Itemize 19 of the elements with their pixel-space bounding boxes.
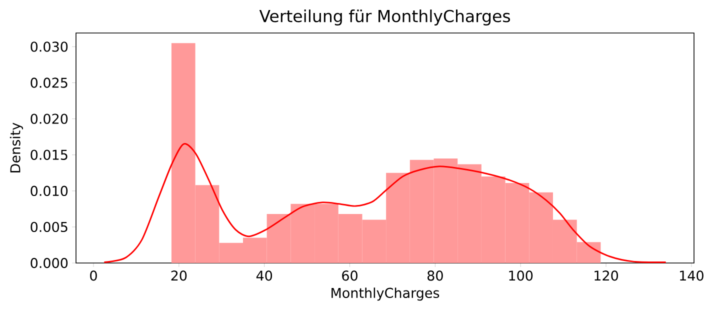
y-tick-label: 0.025 [30,78,68,88]
y-tick-label: 0.020 [30,114,68,124]
line-series [103,143,667,263]
x-tick-label: 80 [428,270,443,281]
y-tick-label: 0.005 [30,222,68,232]
x-tick-label: 120 [594,270,618,281]
x-tick-label: 0 [90,270,97,281]
x-tick-label: 60 [342,270,358,281]
y-tick-label: 0.010 [30,186,68,196]
x-tick-label: 140 [680,270,704,281]
y-tick-label: 0.030 [30,42,68,52]
x-tick-label: 40 [256,270,272,281]
x-axis-title: MonthlyCharges [332,288,440,301]
x-tick-label: 20 [171,270,187,281]
chart-title: Verteilung für MonthlyCharges [259,10,510,26]
x-tick-label: 100 [509,270,533,281]
y-tick-label: 0.015 [30,150,68,160]
y-axis-title: Density [10,122,23,172]
y-tick-label: 0.000 [30,258,68,268]
